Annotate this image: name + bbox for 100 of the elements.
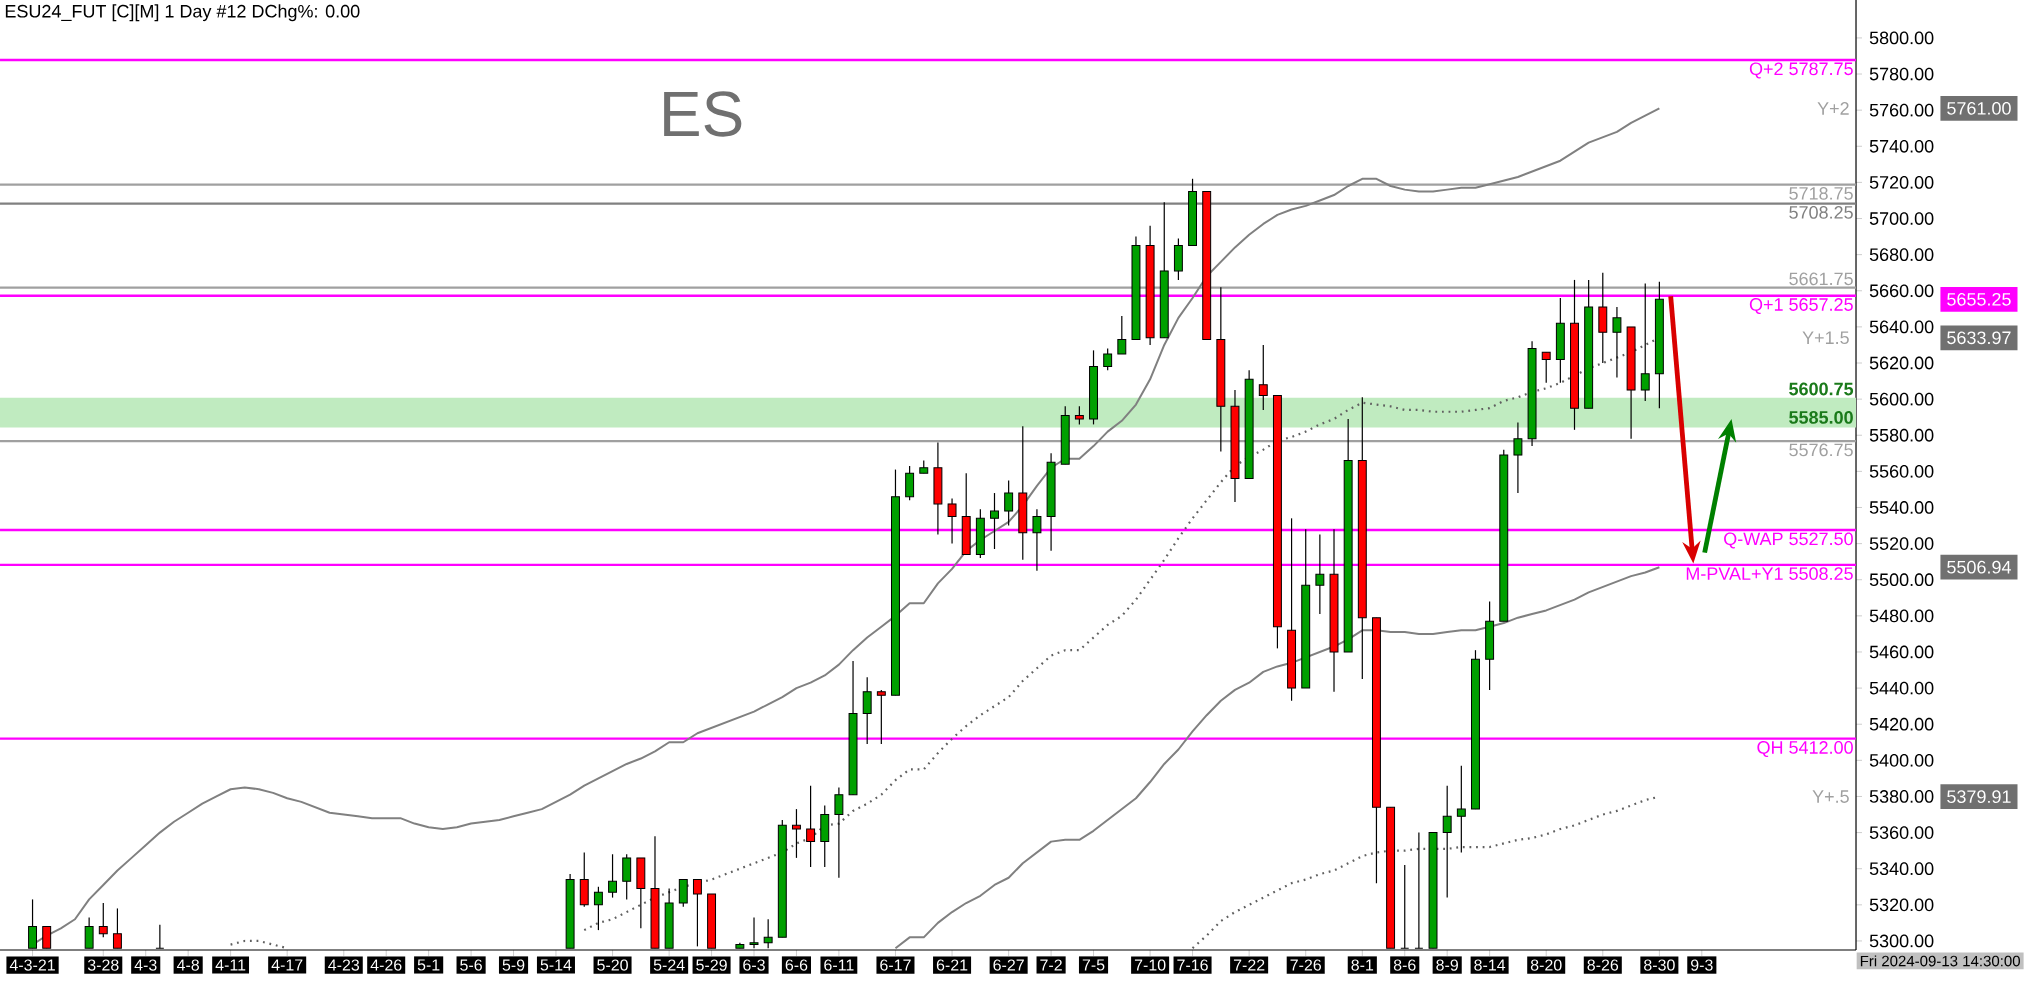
y-tick-label: 5780.00 xyxy=(1869,67,1934,81)
x-tick-label: 7-10 xyxy=(1134,959,1166,971)
y-tick-label: 5480.00 xyxy=(1869,609,1934,623)
candlestick xyxy=(593,886,603,931)
y-tick-label: 5560.00 xyxy=(1869,464,1934,478)
text: Y+1.5 xyxy=(1802,331,1849,345)
y-tick-label: 5700.00 xyxy=(1869,212,1934,225)
y-tick-label: 5380.00 xyxy=(1869,790,1934,803)
x-tick-label: 5-6 xyxy=(460,959,482,971)
x-tick-label: 5-1 xyxy=(417,959,440,971)
text: Y+2 xyxy=(1817,102,1849,115)
ref-line-label: 5661.75 xyxy=(1789,272,1853,286)
y-tick-label: 5620.00 xyxy=(1869,356,1934,370)
y-tick-label: 5580.00 xyxy=(1869,428,1934,442)
x-tick-label: 6-6 xyxy=(785,959,808,971)
y2-tick-label: 5379.91 xyxy=(1947,790,2011,804)
x-tick-label: 4-8 xyxy=(176,959,199,971)
candlestick xyxy=(947,497,957,545)
candlestick xyxy=(1513,422,1523,494)
x-tick-label: 6-11 xyxy=(824,959,854,971)
x-tick-label: 6-17 xyxy=(880,959,911,971)
x-tick-label: 4-3 xyxy=(134,959,157,971)
ref-line-label: QH 5412.00 xyxy=(1757,741,1853,758)
y2-tick-label: 5506.94 xyxy=(1947,560,2011,574)
candlestick xyxy=(1103,347,1113,371)
candlestick xyxy=(1074,405,1084,426)
x-tick-label: 7-5 xyxy=(1082,959,1105,971)
y-tick-label: 5680.00 xyxy=(1869,248,1934,262)
x-tick-label: 7-22 xyxy=(1233,959,1265,971)
ref-line-label: Q+2 5787.75 xyxy=(1749,62,1853,79)
y-tick-label: 5400.00 xyxy=(1869,753,1934,767)
candlestick xyxy=(862,676,872,745)
y-tick-label: 5520.00 xyxy=(1869,537,1934,550)
candlestick xyxy=(1541,351,1551,384)
x-tick-label: 4-17 xyxy=(271,959,303,971)
y-tick-label: 5500.00 xyxy=(1869,573,1934,587)
x-tick-label: 5-9 xyxy=(502,959,525,971)
x-tick-label: 5-14 xyxy=(540,959,572,971)
candlestick xyxy=(1640,282,1650,402)
y-tick-label: 5320.00 xyxy=(1869,898,1934,912)
x-tick-label: 8-20 xyxy=(1530,959,1562,971)
x-tick-label: 3-28 xyxy=(87,959,119,971)
y-tick-label: 5420.00 xyxy=(1869,717,1934,731)
ref-line-label: 5718.75 xyxy=(1789,187,1853,200)
candlestick xyxy=(678,878,688,908)
ref-line-label: Q-WAP 5527.50 xyxy=(1724,532,1853,549)
text: Fri 2024-09-13 14:30:00 xyxy=(1860,955,2020,967)
x-tick-label: 6-27 xyxy=(993,959,1024,971)
y2-tick-label: 5633.97 xyxy=(1947,331,2011,345)
candlestick xyxy=(1315,533,1325,615)
candlestick xyxy=(876,689,886,745)
candlestick xyxy=(692,878,702,947)
y-tick-label: 5660.00 xyxy=(1869,284,1934,298)
candlestick xyxy=(791,808,801,859)
candlestick xyxy=(1032,508,1042,572)
x-tick-label: 6-21 xyxy=(936,959,968,971)
ref-line-label: M-PVAL+Y1 5508.25 xyxy=(1686,567,1853,580)
candlestick xyxy=(608,853,618,899)
x-tick-label: 5-24 xyxy=(653,959,685,971)
band-label: 5600.75 xyxy=(1789,382,1854,396)
candlestick xyxy=(1258,344,1268,411)
x-tick-label: 4-11 xyxy=(215,959,246,971)
x-tick-label: 7-16 xyxy=(1177,959,1208,971)
y-tick-label: 5360.00 xyxy=(1869,826,1934,839)
candlestick xyxy=(1117,315,1127,355)
ref-line-label: 5576.75 xyxy=(1789,443,1853,457)
x-tick-label: 4-23 xyxy=(328,959,360,971)
y-tick-label: 5640.00 xyxy=(1869,320,1934,334)
x-tick-label: 4-3-21 xyxy=(9,959,55,971)
x-tick-label: 8-14 xyxy=(1474,959,1506,971)
x-tick-label: 8-26 xyxy=(1587,959,1619,971)
x-tick-label: 8-9 xyxy=(1436,959,1458,971)
x-tick-label: 8-6 xyxy=(1393,959,1416,971)
y-tick-label: 5540.00 xyxy=(1869,501,1934,514)
y-tick-label: 5760.00 xyxy=(1869,103,1934,117)
candlestick xyxy=(98,902,108,938)
candlestick xyxy=(622,853,632,901)
candlestick xyxy=(1004,479,1014,527)
annotation: ES xyxy=(664,91,742,137)
candlestick xyxy=(905,465,915,501)
candlestick xyxy=(806,785,816,868)
y-tick-label: 5720.00 xyxy=(1869,176,1934,189)
x-tick-label: 4-26 xyxy=(370,959,402,971)
y-tick-label: 5440.00 xyxy=(1869,681,1934,695)
y-tick-label: 5600.00 xyxy=(1869,392,1934,406)
ref-line-label: 5585.00 xyxy=(1789,411,1853,424)
candlestick xyxy=(1456,765,1466,854)
ref-line-label: 5708.25 xyxy=(1789,206,1853,219)
y-tick-label: 5800.00 xyxy=(1869,31,1934,45)
y-tick-label: 5300.00 xyxy=(1869,934,1934,948)
x-tick-label: 7-26 xyxy=(1290,959,1322,971)
x-tick-label: 5-20 xyxy=(597,959,628,971)
candlestick xyxy=(990,492,999,550)
x-tick-label: 8-1 xyxy=(1351,959,1374,971)
candlestick xyxy=(1442,785,1452,899)
candlestick xyxy=(1612,306,1622,379)
ref-line-label: Q+1 5657.25 xyxy=(1749,298,1853,315)
y2-tick-label: 5761.00 xyxy=(1947,101,2011,115)
y2-tick-label: 5655.25 xyxy=(1947,292,2011,306)
x-tick-label: 7-2 xyxy=(1040,959,1062,971)
